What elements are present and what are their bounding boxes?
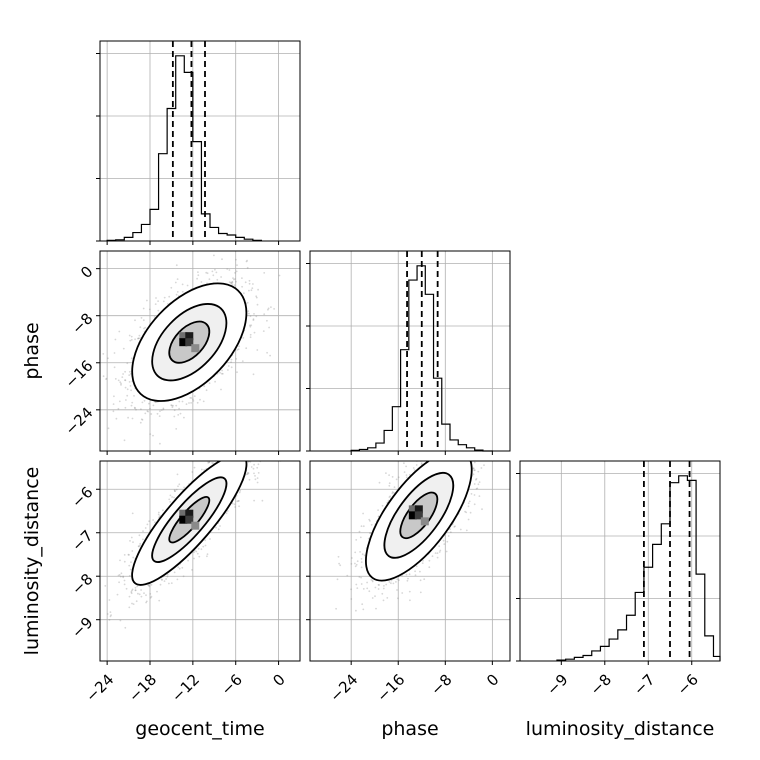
panel-bg — [310, 251, 510, 451]
y-tick-label: −7 — [68, 527, 96, 555]
panel-frame — [99, 250, 301, 452]
y-tick-label: −16 — [61, 357, 96, 392]
x-tick-label: −18 — [125, 671, 160, 706]
hist-panel-luminosity_distance — [516, 460, 721, 665]
x-tick-label: 0 — [269, 671, 288, 690]
hist-panel-geocent_time — [96, 40, 301, 245]
x-tick-label: −6 — [674, 671, 702, 699]
y-tick-label: −24 — [61, 404, 96, 439]
x-tick-label: −24 — [326, 671, 361, 706]
panel-frame — [99, 40, 301, 242]
density-bin — [414, 511, 423, 520]
sample-points — [335, 461, 485, 612]
density-bin — [179, 515, 188, 524]
x-tick-label: 0 — [483, 671, 502, 690]
density-bin — [185, 515, 194, 524]
x-tick-label: −7 — [630, 671, 658, 699]
scatter-panel-phase-luminosity_distance — [306, 460, 511, 665]
x-tick-label: −8 — [427, 671, 455, 699]
scatter-panel-geocent_time-phase — [96, 250, 301, 455]
density-bin — [179, 332, 188, 341]
x-axis-label: geocent_time — [135, 718, 264, 740]
panel-frame — [309, 460, 511, 662]
scatter-panel-geocent_time-luminosity_distance — [96, 460, 301, 665]
panel-frame — [519, 460, 721, 662]
panel-frame — [99, 460, 301, 662]
x-axis-label: phase — [381, 718, 438, 740]
density-bin — [414, 505, 423, 514]
y-axis-label: phase — [21, 322, 43, 379]
histogram-step — [556, 475, 721, 661]
density-bin — [408, 511, 417, 520]
density-bin — [179, 338, 188, 347]
y-axis-label: luminosity_distance — [21, 467, 43, 656]
x-tick-label: −6 — [218, 671, 246, 699]
y-tick-label: −8 — [68, 570, 96, 598]
density-bin — [420, 517, 429, 526]
density-bin — [185, 332, 194, 341]
density-bin — [185, 338, 194, 347]
density-bin — [185, 509, 194, 518]
x-tick-label: −24 — [82, 671, 117, 706]
x-tick-label: −16 — [373, 671, 408, 706]
density-bin — [191, 344, 200, 353]
density-bin — [191, 521, 200, 530]
y-tick-label: −8 — [68, 310, 96, 338]
x-axis-label: luminosity_distance — [526, 718, 715, 740]
sample-points — [104, 461, 282, 629]
panel-bg — [100, 41, 300, 241]
panel-bg — [520, 461, 720, 661]
density-bin — [179, 509, 188, 518]
sample-points — [102, 254, 281, 445]
histogram-step — [106, 55, 263, 241]
y-tick-label: 0 — [77, 262, 96, 281]
density-bin — [408, 505, 417, 514]
x-tick-label: −12 — [168, 671, 203, 706]
hist-panel-phase — [306, 250, 511, 455]
histogram-step — [350, 265, 493, 452]
panel-frame — [309, 250, 511, 452]
y-tick-label: −6 — [68, 483, 96, 511]
x-tick-label: −9 — [543, 671, 571, 699]
x-tick-label: −8 — [587, 671, 615, 699]
y-tick-label: −9 — [68, 614, 96, 642]
